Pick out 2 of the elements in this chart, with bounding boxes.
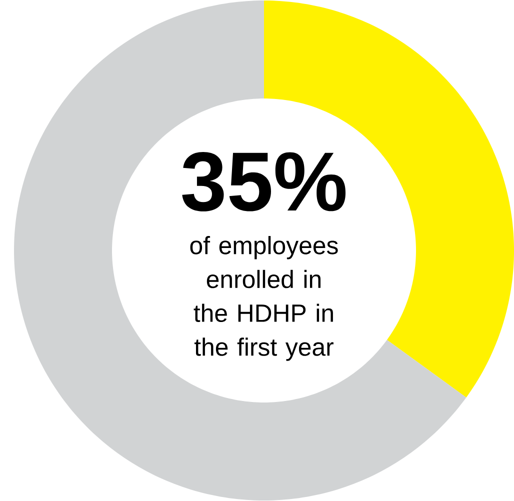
text: of employees enrolled in the HDHP in the first year [190,236,338,361]
data-label: 35% [182,152,346,212]
